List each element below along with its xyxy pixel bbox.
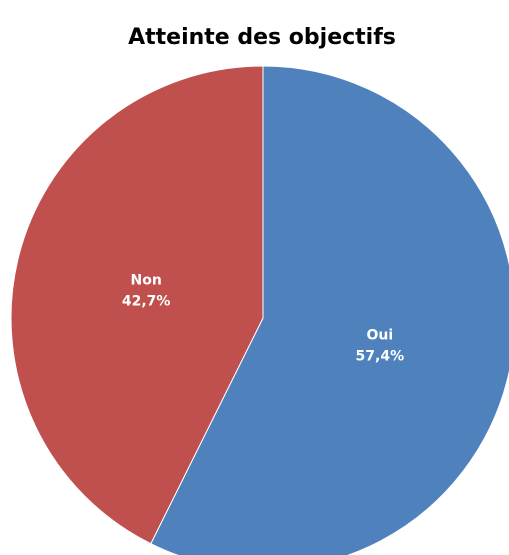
pie-slice [150,65,509,555]
slice-category-label: Non [131,273,162,289]
slice-value-label: 57,4% [356,348,405,364]
slice-category-label: Oui [366,327,393,343]
slice-value-label: 42,7% [122,294,171,310]
pie-slice [10,65,264,545]
chart-title: Atteinte des objectifs [128,25,396,50]
